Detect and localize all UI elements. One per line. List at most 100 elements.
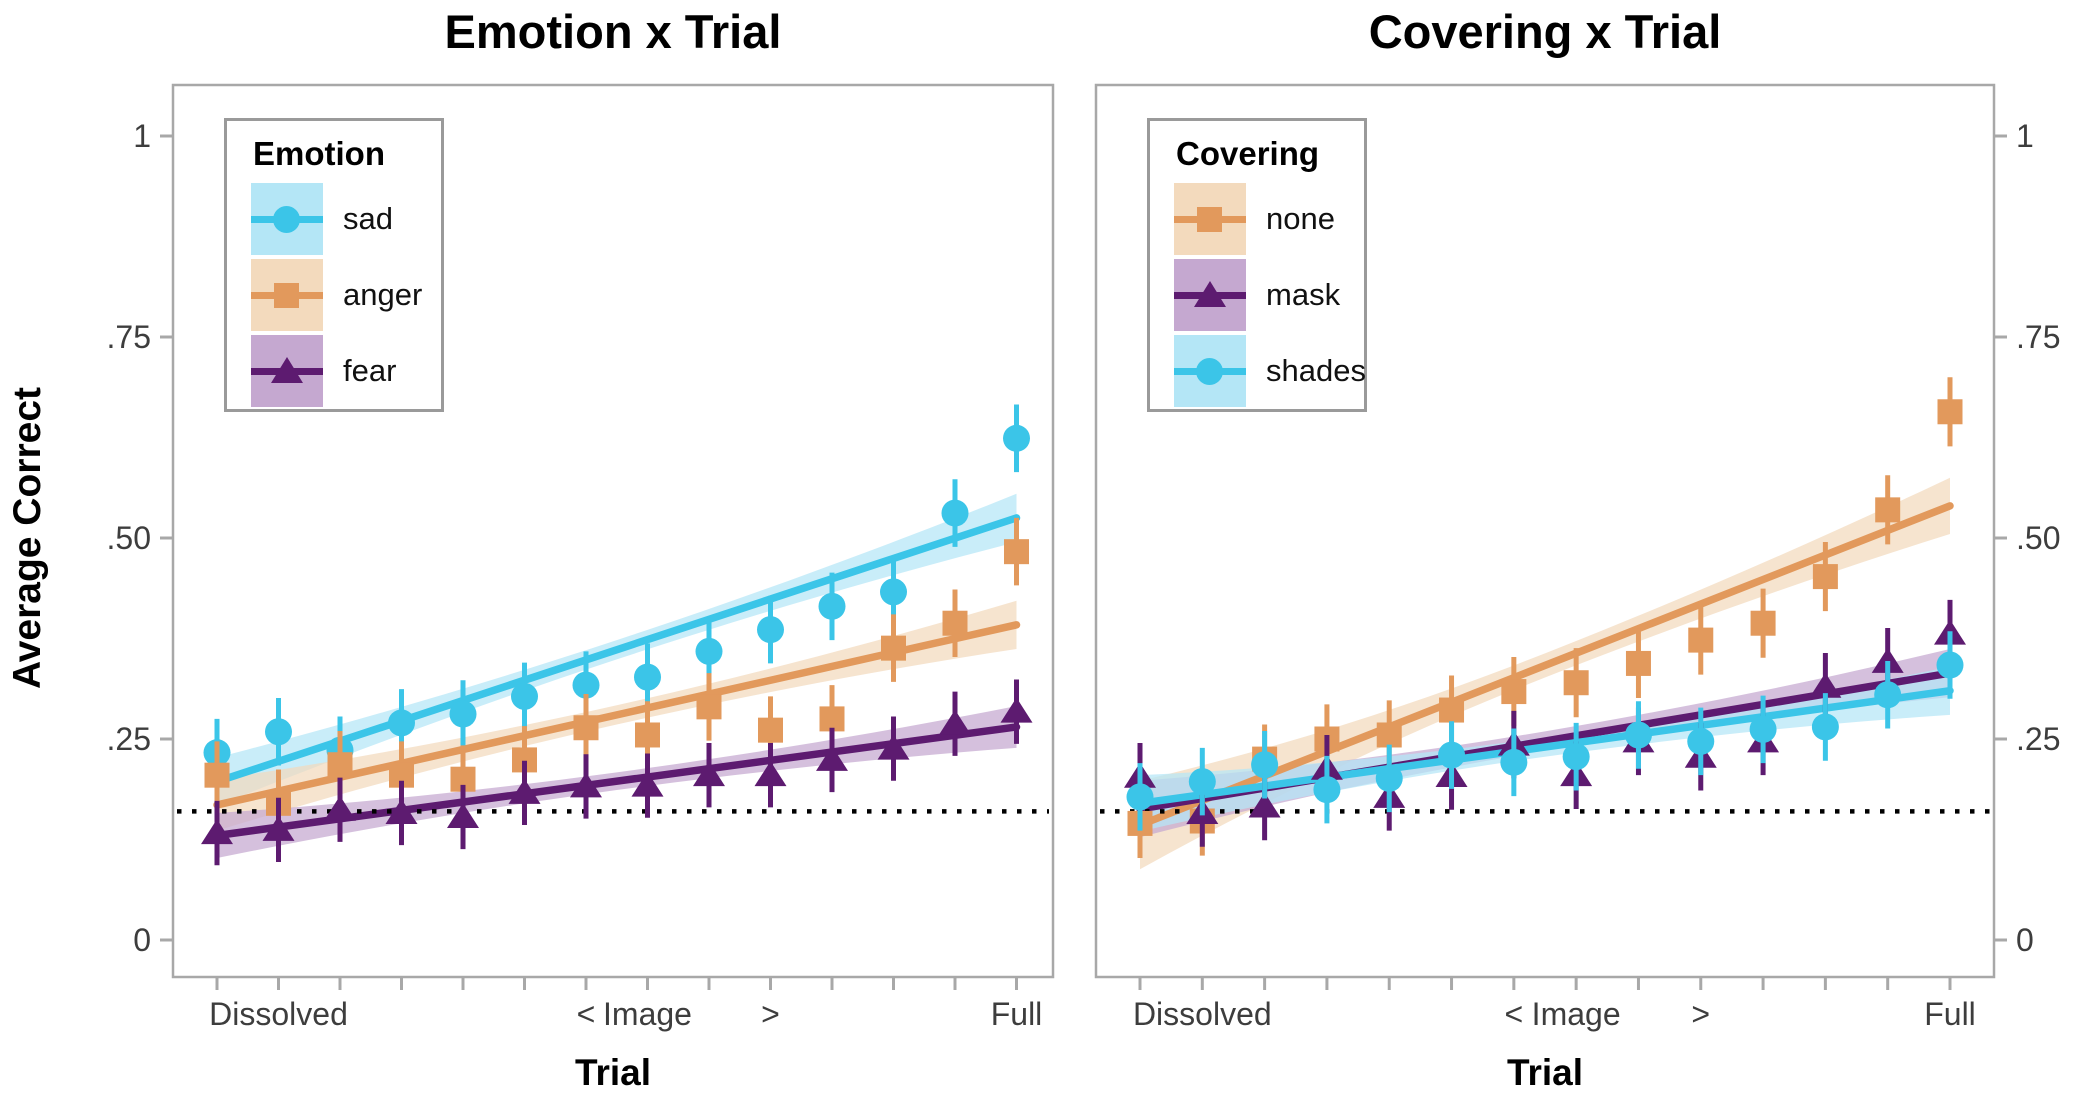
data-point-fear [385, 798, 418, 824]
fear-key-icon [251, 335, 323, 407]
data-point-sad [511, 682, 538, 710]
x-tick-label: Image [603, 996, 692, 1032]
x-axis-title-left: Trial [574, 1052, 652, 1093]
data-point-anger [696, 694, 722, 720]
y-tick-label: .25 [2016, 721, 2060, 757]
x-tick-label: < [1505, 996, 1524, 1032]
y-tick-label: .25 [107, 721, 151, 757]
data-point-sad [265, 718, 292, 746]
data-point-shades [1126, 783, 1154, 811]
triangle-marker-icon [271, 357, 303, 383]
data-point-fear [324, 795, 356, 821]
data-point-fear [877, 734, 910, 760]
data-point-shades [1251, 751, 1279, 779]
data-point-shades [1375, 764, 1403, 792]
y-tick-label: 1 [133, 118, 151, 154]
triangle-marker-icon [1194, 281, 1226, 307]
legend-item-anger: anger [227, 257, 441, 333]
ribbon-none [1140, 477, 1950, 870]
x-tick-label: Full [1924, 996, 1976, 1032]
legend-emotion: Emotion sad anger fear [224, 118, 444, 412]
square-marker-icon [274, 283, 299, 308]
mask-key-icon [1174, 259, 1246, 331]
legend-label-mask: mask [1266, 277, 1341, 312]
data-point-mask [1809, 672, 1842, 698]
legend-label-shades: shades [1266, 353, 1366, 388]
legend-covering: Covering none mask shades [1147, 118, 1367, 412]
y-tick-label: .75 [2016, 319, 2060, 355]
data-point-none [1688, 627, 1714, 653]
data-point-none [1875, 497, 1901, 523]
data-point-shades [1438, 741, 1466, 769]
y-tick-label: 1 [2016, 118, 2034, 154]
data-point-anger [1004, 539, 1029, 565]
data-point-none [1563, 670, 1589, 696]
data-point-fear [508, 778, 541, 804]
square-marker-icon [1197, 207, 1222, 232]
legend-label-anger: anger [343, 277, 423, 312]
data-point-sad [1003, 424, 1030, 452]
legend-label-sad: sad [343, 201, 393, 236]
data-point-fear [1000, 697, 1033, 723]
data-point-none [1750, 610, 1776, 636]
x-tick-label: Dissolved [209, 996, 348, 1032]
data-point-none [1439, 697, 1465, 723]
data-point-shades [1188, 768, 1216, 796]
y-tick-label: 0 [2016, 922, 2034, 958]
sad-key-icon [251, 183, 323, 255]
panel-title-left: Emotion x Trial [444, 5, 782, 58]
circle-marker-icon [1196, 358, 1223, 385]
x-axis-title-right: Trial [1506, 1052, 1584, 1093]
data-point-shades [1562, 743, 1590, 771]
legend-title-emotion: Emotion [253, 135, 385, 172]
anger-key-icon [251, 259, 323, 331]
trend-line-sad [213, 514, 1021, 786]
data-point-sad [880, 578, 907, 606]
data-point-anger [204, 762, 230, 788]
data-point-anger [573, 715, 599, 741]
y-axis-title: Average Correct [6, 386, 49, 690]
legend-item-sad: sad [227, 181, 441, 257]
legend-label-fear: fear [343, 353, 397, 388]
data-point-fear [631, 771, 664, 797]
x-tick-label: < [577, 996, 596, 1032]
data-point-shades [1624, 721, 1652, 749]
x-tick-label: > [761, 996, 780, 1032]
legend-title-covering: Covering [1176, 135, 1320, 172]
shades-key-icon [1174, 335, 1246, 407]
data-point-none [1625, 650, 1651, 676]
data-point-fear [262, 815, 295, 841]
y-tick-label: .50 [2016, 520, 2060, 556]
panel-border [171, 83, 1055, 979]
legend-item-mask: mask [1150, 257, 1364, 333]
data-point-anger [758, 717, 783, 743]
data-point-fear [939, 709, 971, 735]
y-tick-label: 0 [133, 922, 151, 958]
y-tick-label: .75 [107, 319, 151, 355]
data-point-mask [1248, 792, 1281, 818]
data-point-fear [816, 745, 848, 771]
data-point-shades [1687, 727, 1715, 755]
data-point-anger [819, 706, 845, 732]
data-point-fear [447, 802, 479, 828]
data-point-sad [449, 700, 477, 728]
data-point-anger [942, 610, 968, 636]
data-point-sad [757, 616, 784, 644]
data-point-anger [327, 752, 353, 778]
data-point-sad [818, 592, 846, 620]
none-key-icon [1174, 183, 1246, 255]
x-tick-label: Dissolved [1133, 996, 1272, 1032]
panel-border [1094, 83, 1996, 979]
legend-label-none: none [1266, 201, 1335, 236]
x-tick-label: Full [991, 996, 1043, 1032]
legend-item-fear: fear [227, 333, 441, 409]
data-point-sad [941, 499, 969, 527]
data-point-mask [1871, 647, 1904, 673]
data-point-none [1501, 679, 1527, 705]
data-point-fear [201, 819, 233, 845]
data-point-shades [1313, 776, 1341, 804]
data-point-fear [693, 761, 725, 787]
data-point-sad [572, 671, 600, 699]
